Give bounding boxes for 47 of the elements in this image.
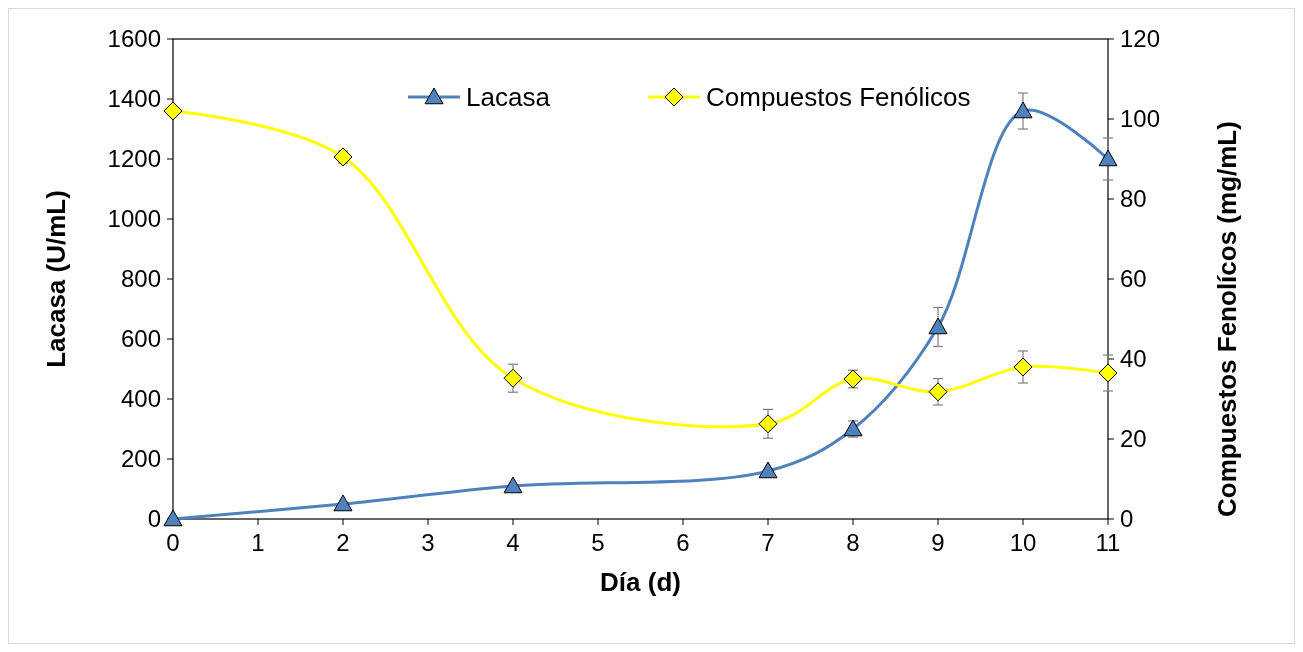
x-tick-label: 0: [166, 529, 180, 556]
point: [1013, 357, 1033, 377]
y-tick-label: 600: [120, 325, 161, 352]
point: [503, 368, 523, 388]
x-tick-label: 3: [421, 529, 435, 556]
y-axis-title: Lacasa (U/mL): [41, 190, 71, 368]
x-tick-label: 6: [676, 529, 690, 556]
y2-axis-title: Compuestos Fenolícos (mg/mL): [1212, 121, 1242, 517]
y2-tick-label: 20: [1120, 425, 1147, 452]
point: [758, 414, 778, 434]
x-tick-label: 1: [251, 529, 265, 556]
x-tick-label: 8: [846, 529, 860, 556]
x-tick-label: 9: [931, 529, 945, 556]
y-tick-label: 200: [120, 445, 161, 472]
y-tick-label: 1600: [107, 25, 161, 52]
point: [928, 317, 948, 335]
y2-tick-label: 40: [1120, 345, 1147, 372]
y-tick-label: 1200: [107, 145, 161, 172]
y-tick-label: 0: [147, 505, 161, 532]
y2-tick-label: 0: [1120, 505, 1134, 532]
y-tick-label: 1400: [107, 85, 161, 112]
x-tick-label: 2: [336, 529, 350, 556]
point: [163, 101, 183, 121]
x-tick-label: 7: [761, 529, 775, 556]
x-tick-label: 11: [1095, 529, 1121, 556]
point: [928, 382, 948, 402]
point: [1098, 149, 1118, 167]
x-tick-label: 5: [591, 529, 605, 556]
legend-label: Lacasa: [466, 82, 551, 112]
point: [163, 509, 183, 527]
y2-tick-label: 60: [1120, 265, 1147, 292]
y-tick-label: 800: [120, 265, 161, 292]
point: [1098, 363, 1118, 383]
y2-tick-label: 100: [1120, 105, 1161, 132]
x-tick-label: 4: [506, 529, 520, 556]
x-axis-title: Día (d): [600, 567, 681, 597]
point: [503, 476, 523, 494]
x-tick-label: 10: [1009, 529, 1037, 556]
y2-tick-label: 80: [1120, 185, 1147, 212]
y-tick-label: 1000: [107, 205, 161, 232]
point: [333, 494, 353, 512]
point: [758, 461, 778, 479]
y2-tick-label: 120: [1120, 25, 1161, 52]
point: [843, 419, 863, 437]
legend-label: Compuestos Fenólicos: [706, 82, 971, 112]
point: [1013, 101, 1033, 119]
y-tick-label: 400: [120, 385, 161, 412]
